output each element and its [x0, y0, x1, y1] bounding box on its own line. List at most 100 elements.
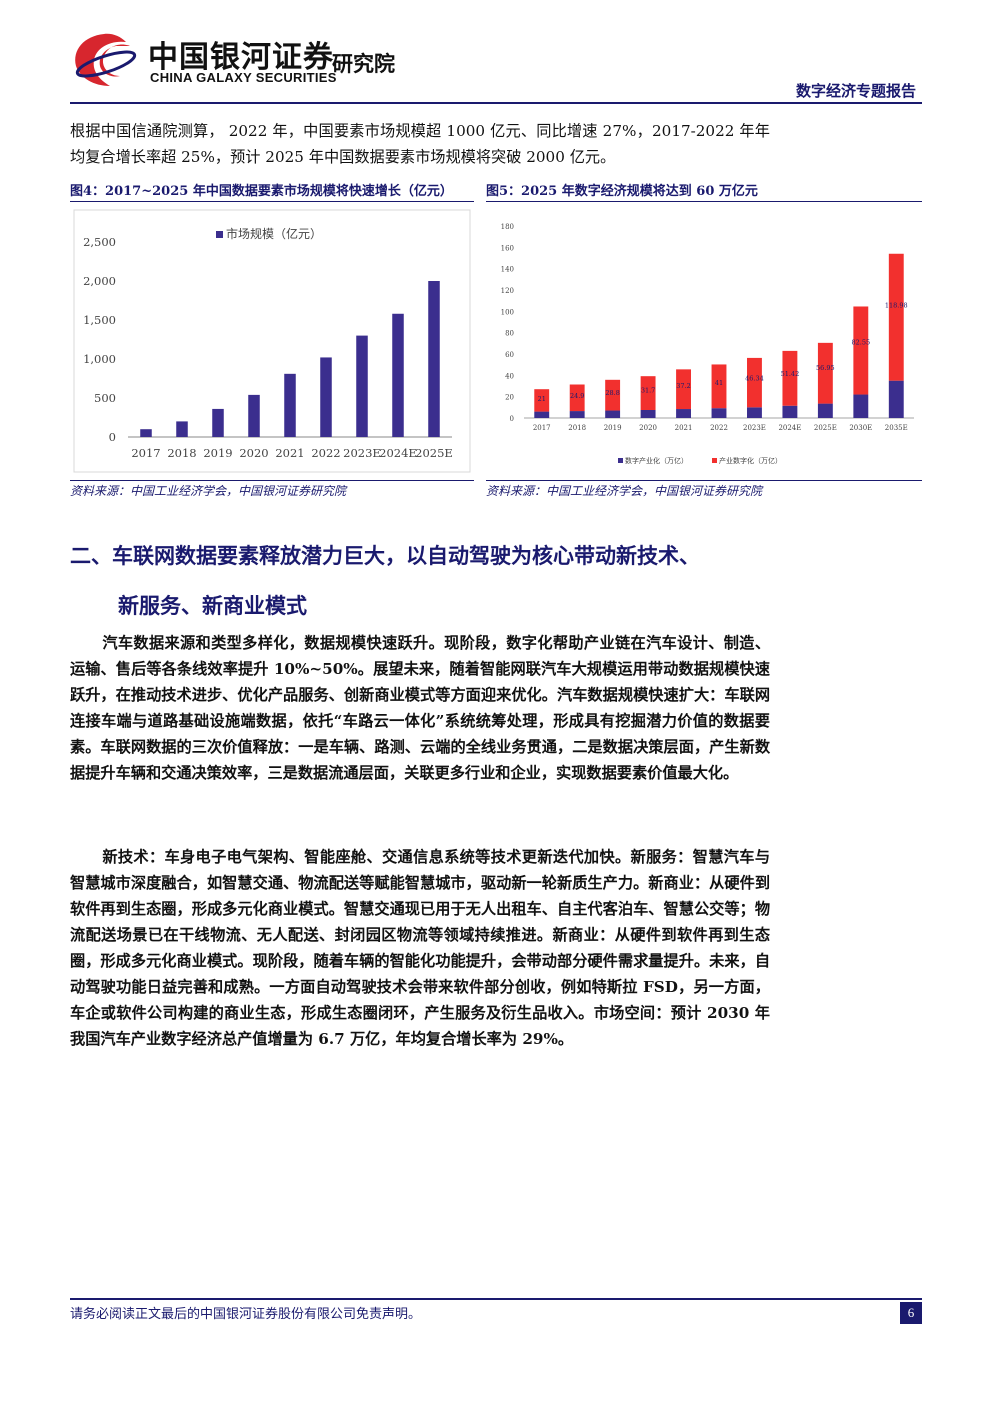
y-tick-label: 40 [505, 372, 514, 380]
x-tick-label: 2019 [604, 424, 622, 432]
bar-industrial-digitalization [605, 379, 621, 411]
data-label: 82.55 [852, 339, 871, 347]
y-tick-label: 2,000 [83, 274, 116, 288]
x-tick-label: 2022 [311, 446, 340, 460]
y-tick-label: 60 [505, 351, 514, 359]
x-tick-label: 2024E [778, 424, 801, 432]
bar-digital-industrialization [817, 403, 833, 418]
bar [284, 373, 296, 437]
bar-digital-industrialization [569, 411, 585, 418]
bar [428, 281, 440, 437]
figure5-source: 资料来源：中国工业经济学会，中国银河证券研究院 [486, 484, 763, 498]
intro-paragraph: 根据中国信通院测算， 2022 年，中国要素市场规模超 1000 亿元、同比增速… [70, 122, 770, 166]
legend-swatch [712, 458, 717, 463]
y-tick-label: 120 [501, 287, 514, 295]
y-tick-label: 0 [510, 415, 514, 423]
y-tick-label: 80 [505, 330, 514, 338]
figure5-title: 图5：2025 年数字经济规模将达到 60 万亿元 [486, 184, 758, 199]
y-tick-label: 160 [501, 244, 514, 252]
bar-industrial-digitalization [534, 389, 550, 412]
y-tick-label: 0 [109, 430, 116, 444]
x-tick-label: 2019 [203, 446, 232, 460]
figure5-chart: 0 20 40 60 80 100 120 140 160 180 21 2017 24.9 2018 28… [501, 223, 914, 465]
bar-industrial-digitalization [888, 253, 904, 381]
bar-industrial-digitalization [640, 376, 656, 410]
x-tick-label: 2022 [710, 424, 728, 432]
x-tick-label: 2035E [885, 424, 908, 432]
data-label: 118.98 [885, 302, 908, 310]
page-header: 中国银河证券 CHINA GALAXY SECURITIES 研究院 数字经济专… [70, 28, 922, 104]
figure4-source: 资料来源：中国工业经济学会，中国银河证券研究院 [70, 484, 347, 498]
y-tick-label: 20 [505, 394, 514, 402]
section-paragraph-1-text: 汽车数据来源和类型多样化，数据规模快速跃升。现阶段，数字化帮助产业链在汽车设计、… [70, 634, 770, 782]
x-tick-label: 2025E [415, 446, 453, 460]
galaxy-logo-icon [75, 33, 137, 86]
data-label: 46.34 [745, 375, 764, 383]
bar-digital-industrialization [711, 408, 727, 418]
y-tick-label: 2,500 [83, 235, 116, 249]
x-tick-label: 2024E [379, 446, 417, 460]
bar-industrial-digitalization [569, 384, 585, 412]
bar-industrial-digitalization [853, 306, 869, 395]
x-tick-label: 2023E [743, 424, 766, 432]
data-label: 31.7 [641, 387, 655, 395]
figure5-bottom-rule [486, 480, 922, 481]
bar-digital-industrialization [640, 410, 656, 418]
bar-industrial-digitalization [711, 364, 727, 409]
figure4-title: 图4：2017~2025 年中国数据要素市场规模将快速增长（亿元） [70, 184, 453, 199]
section-paragraph-2-text: 新技术：车身电子电气架构、智能座舱、交通信息系统等技术更新迭代加快。新服务：智慧… [70, 848, 770, 1048]
section-paragraph-2: 新技术：车身电子电气架构、智能座舱、交通信息系统等技术更新迭代加快。新服务：智慧… [70, 844, 770, 1052]
section-paragraph-1: 汽车数据来源和类型多样化，数据规模快速跃升。现阶段，数字化帮助产业链在汽车设计、… [70, 630, 770, 786]
figure4-bottom-rule [70, 480, 474, 481]
data-label: 24.9 [570, 392, 584, 400]
y-tick-label: 100 [501, 308, 514, 316]
page-number: 6 [900, 1302, 922, 1324]
legend-label: 产业数字化（万亿） [719, 456, 782, 465]
x-tick-label: 2030E [849, 424, 872, 432]
bar-industrial-digitalization [747, 357, 762, 408]
bar-digital-industrialization [853, 394, 869, 418]
bar [176, 421, 188, 437]
brand-institute: 研究院 [332, 52, 395, 76]
legend-label: 数字产业化（万亿） [625, 456, 688, 465]
bar [356, 335, 368, 437]
bar-industrial-digitalization [817, 342, 833, 404]
x-tick-label: 2017 [533, 424, 551, 432]
y-tick-label: 180 [501, 223, 514, 231]
data-label: 21 [538, 395, 546, 403]
bar-digital-industrialization [888, 380, 904, 418]
y-tick-label: 1,000 [83, 352, 116, 366]
bar [320, 357, 332, 437]
data-label: 37.2 [676, 382, 690, 390]
bar [248, 394, 260, 437]
x-tick-label: 2017 [131, 446, 160, 460]
header-divider [70, 102, 922, 104]
section-title-line2: 新服务、新商业模式 [118, 594, 307, 618]
data-label: 56.95 [816, 364, 835, 372]
data-label: 28.8 [605, 389, 619, 397]
brand-name-cn: 中国银河证券 [148, 40, 334, 75]
figure4-chart: 0 500 1,000 1,500 2,000 2,500 2017 2018 2019 2020… [73, 209, 471, 473]
bar-digital-industrialization [534, 411, 550, 418]
x-tick-label: 2021 [675, 424, 693, 432]
brand-name-en: CHINA GALAXY SECURITIES [150, 70, 337, 85]
x-tick-label: 2020 [239, 446, 268, 460]
legend-label: 市场规模（亿元） [226, 226, 322, 241]
x-tick-label: 2023E [343, 446, 381, 460]
y-tick-label: 500 [94, 391, 116, 405]
legend-swatch [618, 458, 623, 463]
bar [212, 408, 224, 437]
data-label: 41 [715, 379, 723, 387]
bar-industrial-digitalization [676, 369, 691, 410]
chart-frame [73, 209, 471, 473]
x-tick-label: 2021 [275, 446, 304, 460]
bar-digital-industrialization [605, 410, 621, 418]
bar [392, 313, 404, 437]
figure4-top-rule [70, 201, 474, 202]
bar [140, 429, 152, 437]
legend-swatch [216, 231, 223, 238]
y-tick-label: 1,500 [83, 313, 116, 327]
bar-digital-industrialization [782, 405, 798, 418]
figure5-top-rule [486, 201, 922, 202]
data-label: 51.42 [781, 370, 800, 378]
